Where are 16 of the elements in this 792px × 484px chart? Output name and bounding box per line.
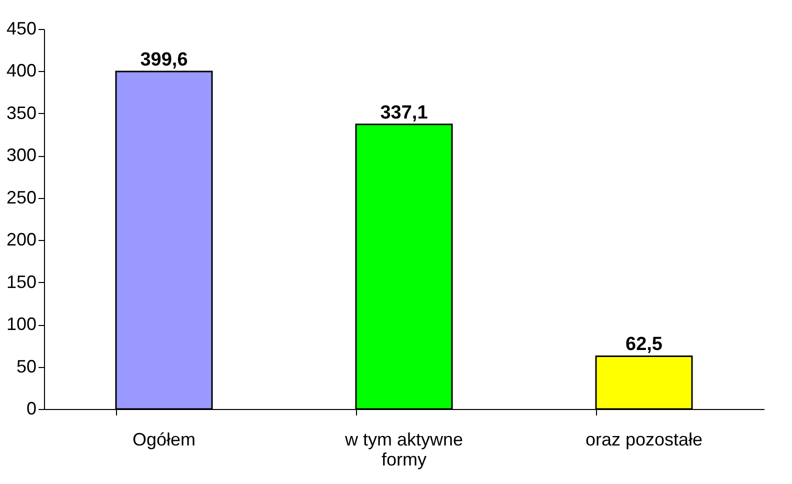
data-label: 62,5 — [626, 334, 663, 356]
y-tick-label: 200 — [6, 230, 36, 250]
y-tick-label: 400 — [6, 60, 36, 81]
data-label: 337,1 — [380, 102, 428, 124]
y-tick-label: 0 — [26, 398, 36, 418]
y-tick-label: 350 — [6, 102, 36, 123]
y-tick-label: 100 — [6, 314, 36, 334]
y-tick-label: 300 — [6, 145, 36, 166]
x-tick-label: w tym aktywne formy — [344, 430, 464, 470]
x-tick-label: oraz pozostałe — [585, 430, 703, 450]
y-tick-label: 450 — [6, 18, 36, 38]
y-tick-label: 250 — [6, 187, 36, 208]
y-tick-label: 50 — [16, 356, 36, 376]
y-tick-label: 150 — [6, 272, 36, 292]
x-tick-label: Ogółem — [132, 430, 196, 450]
data-label: 399,6 — [140, 50, 188, 71]
